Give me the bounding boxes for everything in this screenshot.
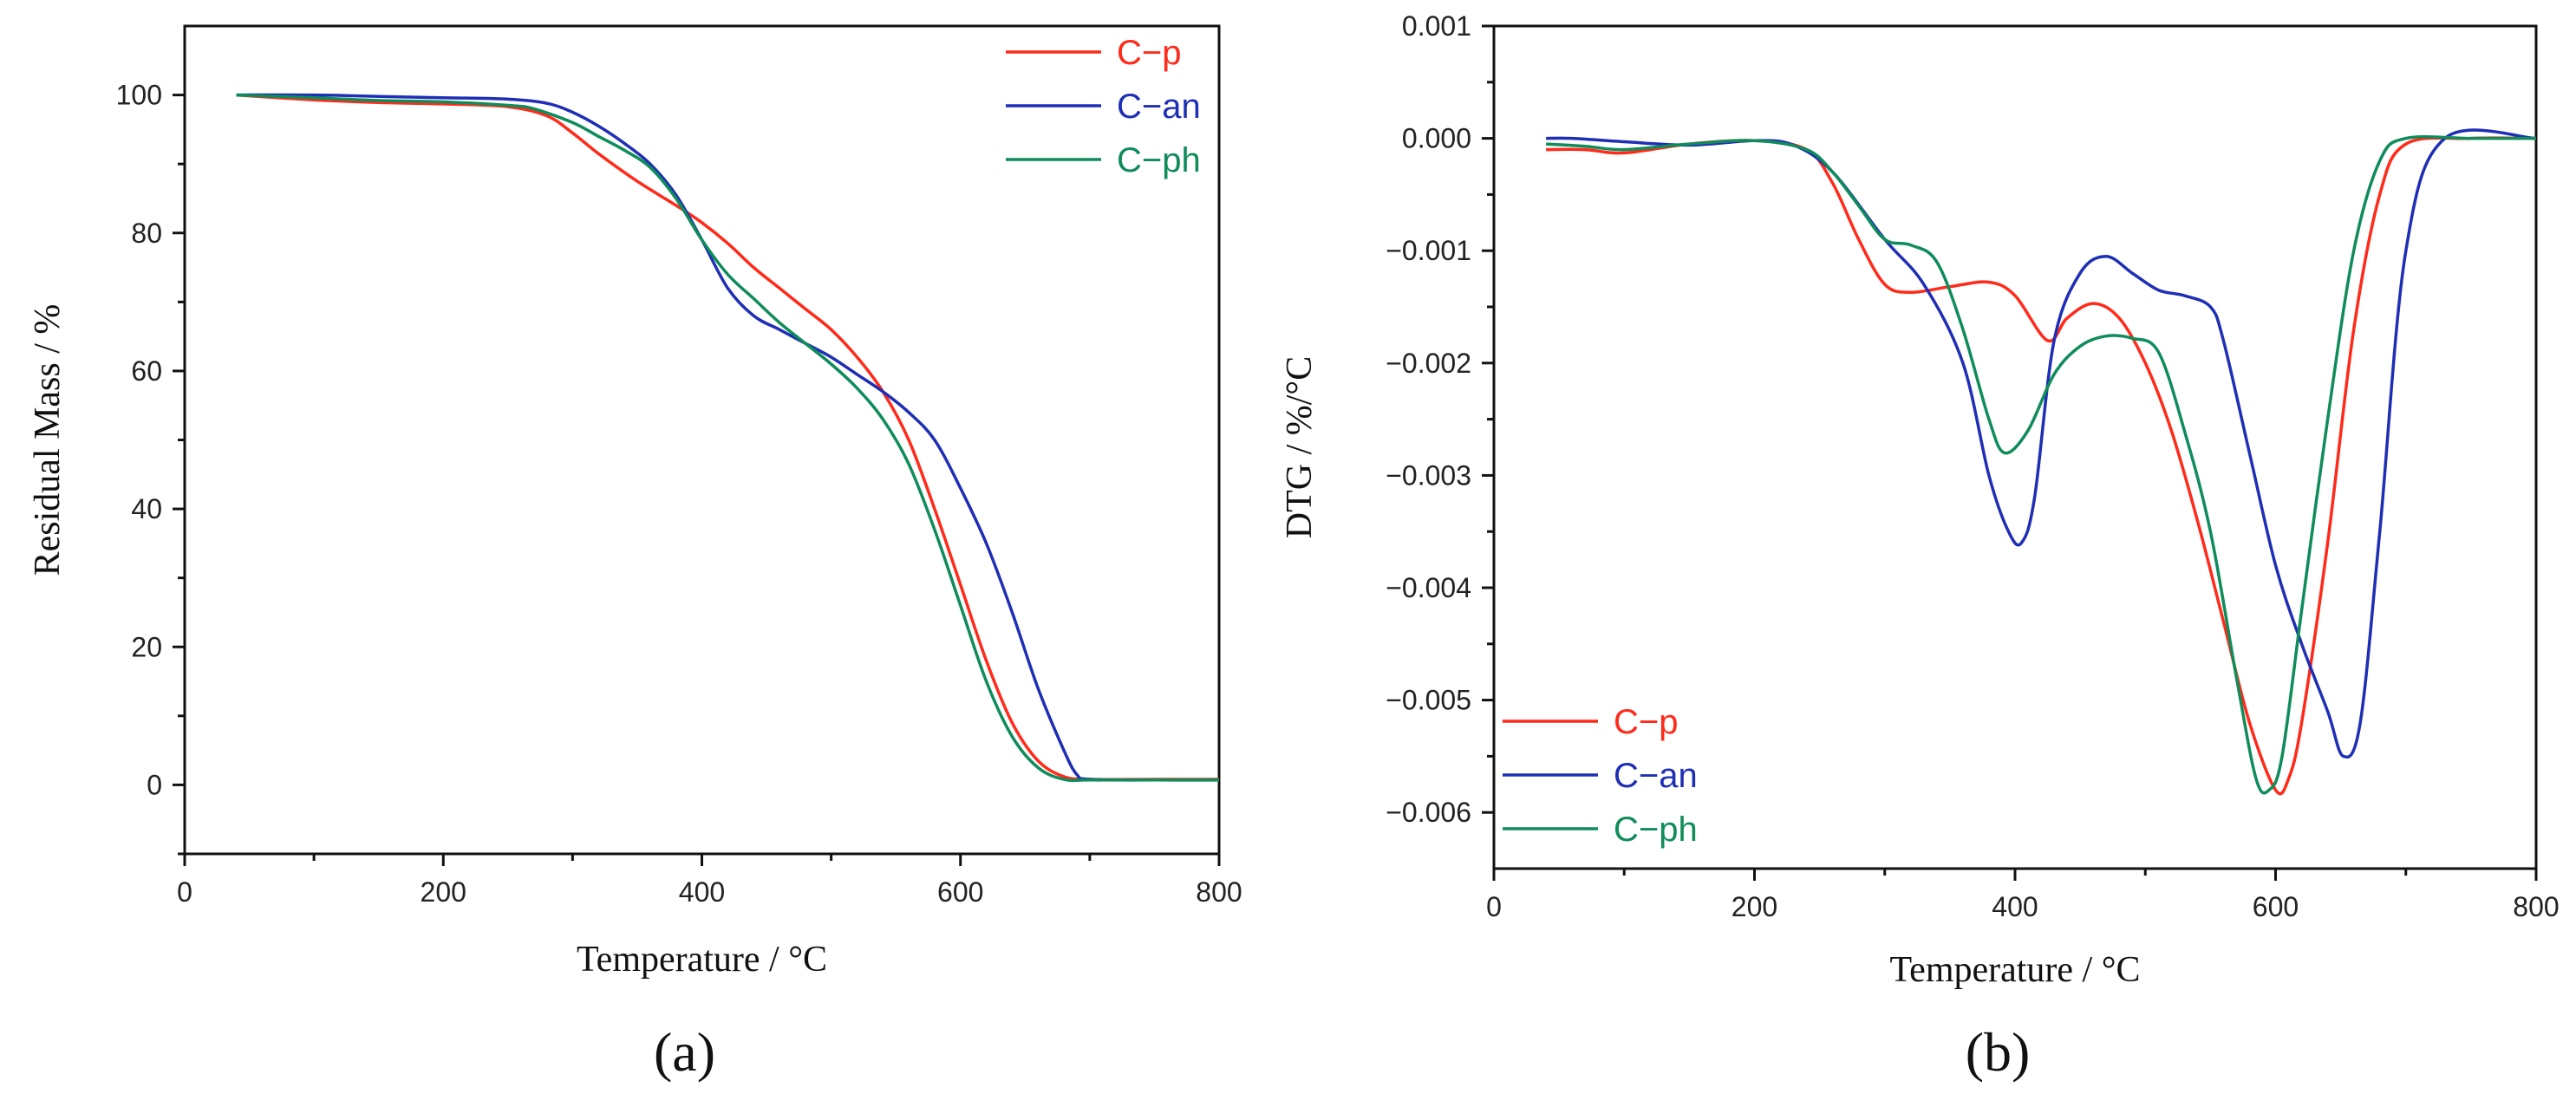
x-axis-title: Temperature / °C [577, 940, 827, 980]
series-line-c-p [1546, 136, 2537, 796]
x-tick-label: 600 [2253, 891, 2299, 922]
y-tick-label: −0.002 [1386, 348, 1471, 379]
series-line-c-an [1546, 128, 2537, 759]
x-axis-title: Temperature / °C [1889, 950, 2140, 990]
x-tick-label: 200 [421, 876, 466, 908]
series-line-c-ph [236, 93, 1219, 783]
y-axis-title: DTG / %/°C [1280, 356, 1320, 538]
y-tick-label: 80 [131, 218, 162, 249]
legend-label-c-p: C−p [1614, 703, 1679, 741]
chart-panel-a: 0 200 400 600 800 0 20 40 60 80 100 Temperature / °… [28, 24, 1242, 1083]
y-tick-label: 40 [131, 493, 162, 524]
x-tick-label: 800 [2513, 891, 2559, 922]
y-tick-label: −0.001 [1386, 235, 1471, 266]
series-line-c-p [236, 93, 1219, 782]
legend-label-c-an: C−an [1614, 757, 1698, 795]
y-tick-label: −0.006 [1386, 797, 1471, 828]
y-tick-label: 0.001 [1402, 10, 1471, 42]
chart-panel-b: 0 200 400 600 800 0.001 0.000 −0.001 −0.002 −0.00… [1280, 10, 2560, 1083]
legend-label-c-an: C−an [1117, 88, 1201, 126]
legend-label-c-p: C−p [1117, 34, 1182, 72]
x-tick-label: 0 [177, 876, 192, 908]
panel-label: (b) [1966, 1021, 2031, 1083]
x-tick-label: 800 [1196, 876, 1242, 908]
y-axis-title: Residual Mass / % [28, 304, 68, 576]
plot-frame [183, 24, 1221, 856]
y-tick-label: −0.004 [1386, 572, 1471, 603]
y-tick-label: 20 [131, 631, 162, 662]
x-tick-label: 200 [1731, 891, 1777, 922]
y-tick-label: 0.000 [1402, 123, 1471, 154]
y-tick-label: 60 [131, 355, 162, 387]
x-tick-label: 400 [1992, 891, 2038, 922]
legend: C−p C−an C−ph [1503, 703, 1698, 849]
legend: C−p C−an C−ph [1006, 34, 1201, 179]
y-tick-label: 0 [147, 769, 162, 800]
legend-label-c-ph: C−ph [1117, 141, 1201, 179]
x-tick-label: 400 [679, 876, 725, 908]
series-line-c-ph [1546, 134, 2536, 795]
panel-label: (a) [654, 1021, 715, 1083]
x-tick-label: 0 [1486, 891, 1502, 922]
series-line-c-an [236, 93, 1220, 782]
x-tick-label: 600 [937, 876, 983, 908]
legend-label-c-ph: C−ph [1614, 811, 1698, 849]
y-tick-label: −0.005 [1386, 685, 1471, 716]
y-tick-label: −0.003 [1386, 459, 1471, 491]
y-tick-label: 100 [116, 80, 162, 111]
